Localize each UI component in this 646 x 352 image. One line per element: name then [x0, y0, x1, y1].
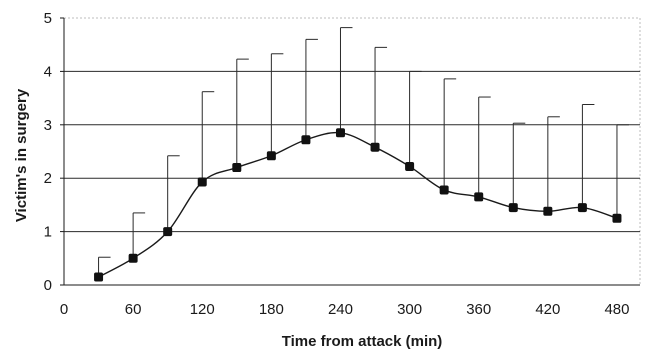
- series-line-layer: [98, 131, 618, 278]
- data-point-180: [266, 151, 276, 161]
- markers: [94, 128, 622, 282]
- y-axis-title: Victim's in surgery: [13, 88, 30, 222]
- data-point-210: [301, 135, 311, 145]
- x-tick-label-0: 0: [60, 301, 68, 318]
- y-tick-label-2: 2: [44, 170, 52, 187]
- data-point-330: [439, 185, 449, 195]
- x-tick-label-360: 360: [466, 301, 491, 318]
- data-point-360: [474, 192, 484, 202]
- gridlines: [64, 70, 640, 233]
- x-tick-label-60: 60: [125, 301, 142, 318]
- y-tick-label-5: 5: [44, 10, 52, 27]
- data-point-420: [543, 206, 553, 216]
- data-point-270: [370, 142, 380, 152]
- tick-labels: 0 1 2 3 4 5 0 60 120 180 240 300 360 420 480: [44, 10, 630, 318]
- y-tick-label-1: 1: [44, 224, 52, 241]
- x-tick-label-420: 420: [535, 301, 560, 318]
- x-axis-title: Time from attack (min): [282, 333, 443, 350]
- data-point-480: [612, 213, 622, 223]
- data-point-120: [197, 177, 207, 187]
- error-bars: [98, 27, 629, 277]
- x-tick-label-180: 180: [259, 301, 284, 318]
- data-point-300: [405, 161, 415, 171]
- data-point-150: [232, 163, 242, 173]
- plot-frame: [63, 17, 641, 286]
- y-tick-label-4: 4: [44, 63, 52, 80]
- data-point-240: [335, 128, 345, 138]
- data-point-450: [577, 203, 587, 213]
- x-tick-label-480: 480: [604, 301, 629, 318]
- y-tick-label-3: 3: [44, 117, 52, 134]
- data-point-90: [163, 227, 173, 237]
- axes: [60, 17, 640, 286]
- x-tick-label-240: 240: [328, 301, 353, 318]
- plot-area: [63, 17, 641, 286]
- x-tick-label-120: 120: [190, 301, 215, 318]
- series-line: [98, 131, 618, 278]
- x-tick-label-300: 300: [397, 301, 422, 318]
- data-point-60: [128, 253, 138, 263]
- data-point-30: [94, 272, 104, 282]
- data-point-390: [508, 203, 518, 213]
- y-tick-label-0: 0: [44, 277, 52, 294]
